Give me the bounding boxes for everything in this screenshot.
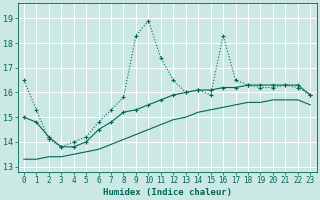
X-axis label: Humidex (Indice chaleur): Humidex (Indice chaleur): [103, 188, 232, 197]
